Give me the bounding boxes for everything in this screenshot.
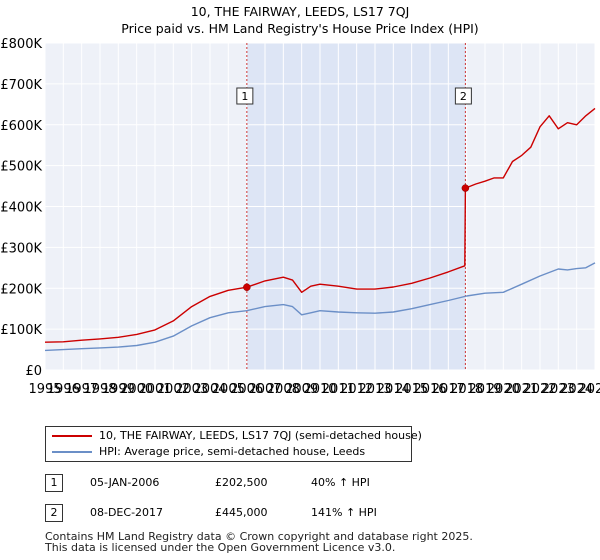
x-tick-label: 2002 <box>157 382 190 397</box>
chart-title: 10, THE FAIRWAY, LEEDS, LS17 7QJ <box>191 4 410 19</box>
x-tick-label: 2006 <box>230 382 263 397</box>
x-tick-label: 2001 <box>138 382 171 397</box>
y-tick-label: £600K <box>0 119 42 134</box>
chart-subtitle: Price paid vs. HM Land Registry's House … <box>121 21 478 36</box>
x-tick-label: 2013 <box>358 382 391 397</box>
x-tick-label: 2018 <box>450 382 483 397</box>
x-tick-label: 1999 <box>102 382 135 397</box>
x-tick-label: 2003 <box>175 382 208 397</box>
legend-swatch-hpi <box>52 451 92 453</box>
x-tick-label: 2012 <box>340 382 373 397</box>
footer: Contains HM Land Registry data © Crown c… <box>45 531 473 553</box>
footer-line-1: Contains HM Land Registry data © Crown c… <box>45 530 473 543</box>
footer-line-2: This data is licensed under the Open Gov… <box>45 541 396 554</box>
sale-price-2: £445,000 <box>215 506 268 519</box>
y-tick-label: £100K <box>0 323 42 338</box>
x-tick-label: 2009 <box>285 382 318 397</box>
x-tick-label: 2021 <box>505 382 538 397</box>
x-tick-label: 2024 <box>560 382 593 397</box>
legend-label-property: 10, THE FAIRWAY, LEEDS, LS17 7QJ (semi-d… <box>99 429 422 442</box>
sale-box-label-1: 1 <box>241 90 248 103</box>
y-tick-label: £400K <box>0 201 42 216</box>
x-tick-label: 1998 <box>83 382 116 397</box>
sale-hpi-2: 141% ↑ HPI <box>311 506 377 519</box>
price-chart: 1 2 £0 £100K £200K £300K £400K £500K £600K £700K £… <box>0 4 600 397</box>
legend-item-property: 10, THE FAIRWAY, LEEDS, LS17 7QJ (semi-d… <box>52 428 422 444</box>
x-tick-label: 2015 <box>395 382 428 397</box>
sale-hpi-1: 40% ↑ HPI <box>311 476 370 489</box>
sale-box-2 <box>454 87 472 105</box>
sale-box-1 <box>236 87 254 105</box>
y-tick-label: £700K <box>0 78 42 93</box>
y-tick-label: £500K <box>0 160 42 175</box>
sale-price-1: £202,500 <box>215 476 268 489</box>
y-tick-label: £0 <box>25 364 42 379</box>
series-line-hpi <box>44 262 596 352</box>
legend-item-hpi: HPI: Average price, semi-detached house,… <box>52 444 365 460</box>
x-tick-label: 2025 <box>578 382 600 397</box>
y-tick-label: £200K <box>0 282 42 297</box>
sale-date-2: 08-DEC-2017 <box>90 506 164 519</box>
sale-point-2 <box>461 184 470 192</box>
series-line-property <box>44 107 596 343</box>
legend-swatch-property <box>52 435 92 437</box>
sale-badge-1: 1 <box>45 474 63 492</box>
x-tick-label: 2020 <box>487 382 520 397</box>
y-tick-label: £300K <box>0 241 42 256</box>
x-tick-label: 2007 <box>248 382 281 397</box>
x-tick-label: 2022 <box>523 382 556 397</box>
x-tick-label: 2011 <box>322 382 355 397</box>
x-tick-label: 1997 <box>65 382 98 397</box>
x-tick-label: 1995 <box>28 382 61 397</box>
x-tick-label: 2005 <box>212 382 245 397</box>
x-tick-label: 2010 <box>303 382 336 397</box>
x-tick-label: 2023 <box>542 382 575 397</box>
x-tick-label: 2017 <box>432 382 465 397</box>
x-tick-label: 2019 <box>468 382 501 397</box>
legend: 10, THE FAIRWAY, LEEDS, LS17 7QJ (semi-d… <box>45 426 422 462</box>
sale-box-label-2: 2 <box>460 90 467 103</box>
x-tick-label: 2000 <box>120 382 153 397</box>
sale-point-1 <box>243 283 251 291</box>
x-tick-label: 2016 <box>413 382 446 397</box>
sale-badge-2: 2 <box>45 504 63 522</box>
x-tick-label: 2004 <box>193 382 226 397</box>
sale-date-1: 05-JAN-2006 <box>90 476 160 489</box>
x-tick-label: 2008 <box>267 382 300 397</box>
y-tick-label: £800K <box>0 37 42 52</box>
legend-label-hpi: HPI: Average price, semi-detached house,… <box>99 445 366 458</box>
x-tick-label: 1996 <box>47 382 80 397</box>
x-tick-label: 2014 <box>377 382 410 397</box>
